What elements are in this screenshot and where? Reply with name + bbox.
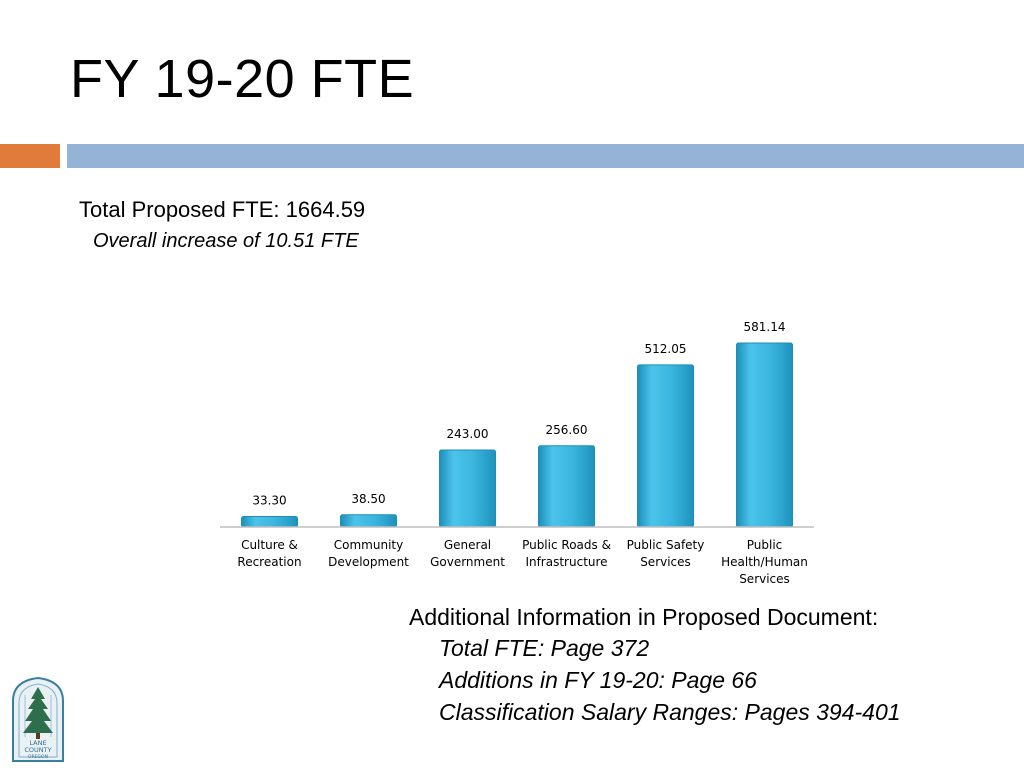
increase-text: Overall increase of 10.51 FTE (93, 230, 359, 252)
category-label-community-development: Community Development (328, 538, 409, 569)
data-label-culture-recreation: 33.30 (252, 493, 286, 507)
info-item-total-fte: Total FTE: Page 372 (439, 635, 650, 661)
data-label-general-government: 243.00 (447, 427, 489, 441)
category-label-general-government: General Government (430, 538, 505, 569)
svg-text:OREGON: OREGON (28, 754, 48, 760)
bar-public-health-human-services (736, 342, 793, 528)
page-title: FY 19-20 FTE (70, 49, 415, 109)
info-item-salary-ranges: Classification Salary Ranges: Pages 394-… (439, 699, 901, 725)
total-fte-text: Total Proposed FTE: 1664.59 (79, 197, 366, 222)
data-label-public-health-human-services: 581.14 (744, 320, 786, 334)
lane-county-logo: LANE COUNTY OREGON (12, 676, 64, 762)
data-label-public-roads-infrastructure: 256.60 (546, 423, 588, 437)
additional-info: Additional Information in Proposed Docum… (409, 604, 901, 731)
bar-general-government (439, 449, 496, 528)
category-label-culture-recreation: Culture & Recreation (237, 538, 301, 569)
category-label-public-health-human-services: Public Health/Human Services (721, 538, 808, 586)
data-label-public-safety-services: 512.05 (645, 342, 687, 356)
category-label-public-roads-infrastructure: Public Roads & Infrastructure (522, 538, 611, 569)
bar-public-roads-infrastructure (538, 445, 595, 528)
bar-public-safety-services (637, 364, 694, 528)
bar-culture-recreation (241, 515, 298, 528)
fte-bar-chart: 33.30 Culture & Recreation 38.50 Community De… (220, 320, 814, 586)
info-heading: Additional Information in Proposed Docum… (409, 604, 879, 630)
title-divider-blue (67, 144, 1024, 168)
svg-text:COUNTY: COUNTY (24, 746, 51, 754)
svg-text:LANE: LANE (29, 739, 46, 747)
title-divider-orange (0, 144, 60, 168)
bar-community-development (340, 514, 397, 528)
category-label-public-safety-services: Public Safety Services (627, 538, 705, 569)
info-item-additions: Additions in FY 19-20: Page 66 (439, 667, 757, 693)
data-label-community-development: 38.50 (351, 492, 385, 506)
